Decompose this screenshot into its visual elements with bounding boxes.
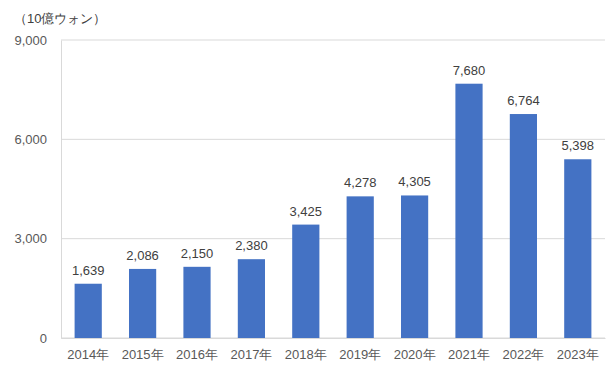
chart: 0 3,000 6,000 9,000 2014年 2015年 2016年 2017年 2018… xyxy=(0,0,614,384)
y-axis: 0 3,000 6,000 9,000 xyxy=(14,33,61,346)
bar xyxy=(401,195,428,338)
data-label: 2,150 xyxy=(181,246,214,261)
grid-line xyxy=(61,40,605,41)
x-axis-line xyxy=(62,338,606,339)
y-tick-label: 6,000 xyxy=(14,132,47,147)
x-tick: 2019年 xyxy=(339,338,381,362)
data-label: 2,086 xyxy=(126,248,159,263)
x-tick-label: 2020年 xyxy=(394,347,436,362)
x-tick: 2022年 xyxy=(502,338,544,362)
x-tick-label: 2019年 xyxy=(339,347,381,362)
plot: 0 3,000 6,000 9,000 2014年 2015年 2016年 2017年 2018… xyxy=(14,33,605,363)
y-axis-line xyxy=(61,41,62,339)
y-tick: 9,000 xyxy=(14,33,61,48)
y-tick: 3,000 xyxy=(14,231,61,246)
y-tick: 6,000 xyxy=(14,132,61,147)
bar xyxy=(238,259,265,338)
x-tick-label: 2023年 xyxy=(557,347,599,362)
data-label: 6,764 xyxy=(507,93,540,108)
data-label: 7,680 xyxy=(453,63,486,78)
x-tick: 2018年 xyxy=(285,338,327,362)
data-labels: 1,639 2,086 2,150 2,380 3,425 4,278 4,305 7,680… xyxy=(72,63,594,278)
y-axis-title: （10億ウォン） xyxy=(14,11,106,26)
x-tick: 2016年 xyxy=(176,338,218,362)
data-label: 5,398 xyxy=(562,138,595,153)
bar xyxy=(347,196,374,338)
y-tick-label: 3,000 xyxy=(14,231,47,246)
grid xyxy=(61,40,605,338)
data-label: 4,278 xyxy=(344,175,377,190)
bar xyxy=(75,284,102,338)
x-tick-label: 2015年 xyxy=(122,347,164,362)
bar xyxy=(564,159,591,338)
data-label: 4,305 xyxy=(398,174,431,189)
x-tick: 2015年 xyxy=(122,338,164,362)
x-tick: 2014年 xyxy=(67,338,109,362)
bar xyxy=(129,269,156,338)
x-tick: 2021年 xyxy=(448,338,490,362)
x-axis: 2014年 2015年 2016年 2017年 2018年 2019年 2020年 2021年… xyxy=(62,338,606,362)
x-tick-label: 2014年 xyxy=(67,347,109,362)
bar xyxy=(455,84,482,338)
x-tick-label: 2021年 xyxy=(448,347,490,362)
y-tick-label: 9,000 xyxy=(14,33,47,48)
data-label: 3,425 xyxy=(290,204,323,219)
y-tick-label: 0 xyxy=(40,331,47,346)
x-tick: 2020年 xyxy=(394,338,436,362)
x-tick-label: 2018年 xyxy=(285,347,327,362)
bar xyxy=(292,225,319,338)
bar xyxy=(183,267,210,338)
y-tick: 0 xyxy=(40,331,61,346)
x-tick-label: 2022年 xyxy=(502,347,544,362)
data-label: 2,380 xyxy=(235,238,268,253)
x-tick-label: 2017年 xyxy=(230,347,272,362)
x-tick: 2023年 xyxy=(557,338,599,362)
bar xyxy=(510,114,537,338)
x-tick-label: 2016年 xyxy=(176,347,218,362)
bars xyxy=(75,84,592,338)
x-tick: 2017年 xyxy=(230,338,272,362)
data-label: 1,639 xyxy=(72,263,105,278)
